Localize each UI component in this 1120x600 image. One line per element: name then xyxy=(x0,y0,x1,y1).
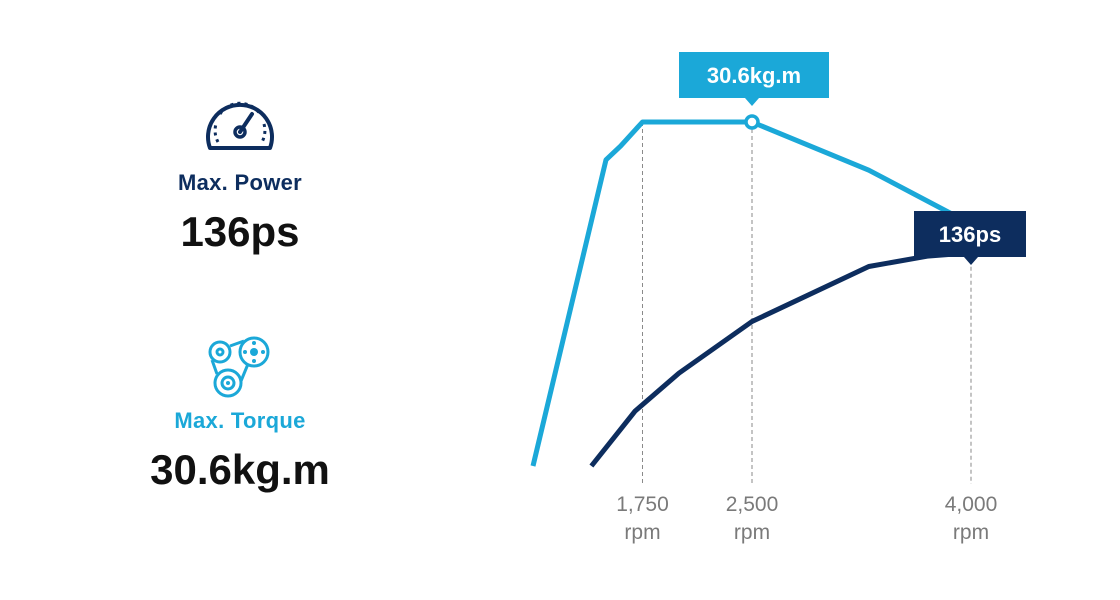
x-tick-unit: rpm xyxy=(624,521,660,544)
max-torque-label: Max. Torque xyxy=(174,408,306,433)
x-tick-label: 2,500 xyxy=(726,493,779,516)
speedometer-icon xyxy=(206,101,274,150)
max-power-spec: Max. Power 136ps xyxy=(0,90,480,256)
power-callout-box xyxy=(914,211,1026,265)
max-power-value: 136ps xyxy=(180,208,300,255)
power-callout-label: 136ps xyxy=(939,222,1001,247)
x-tick-label: 1,750 xyxy=(616,493,669,516)
max-torque-spec: Max. Torque 30.6kg.m xyxy=(0,334,480,494)
x-tick-label: 4,000 xyxy=(945,493,998,516)
torque-curve xyxy=(530,119,968,467)
torque-callout-box xyxy=(679,52,829,106)
specs-panel: Max. Power 136ps Max. xyxy=(0,0,480,600)
x-tick-unit: rpm xyxy=(953,521,989,544)
max-torque-value: 30.6kg.m xyxy=(150,446,330,493)
power-curve xyxy=(589,250,972,468)
torque-peak-marker xyxy=(744,114,760,130)
x-tick-unit: rpm xyxy=(734,521,770,544)
max-power-label: Max. Power xyxy=(177,170,303,195)
gears-icon xyxy=(208,336,270,398)
torque-callout-label: 30.6kg.m xyxy=(707,63,801,88)
